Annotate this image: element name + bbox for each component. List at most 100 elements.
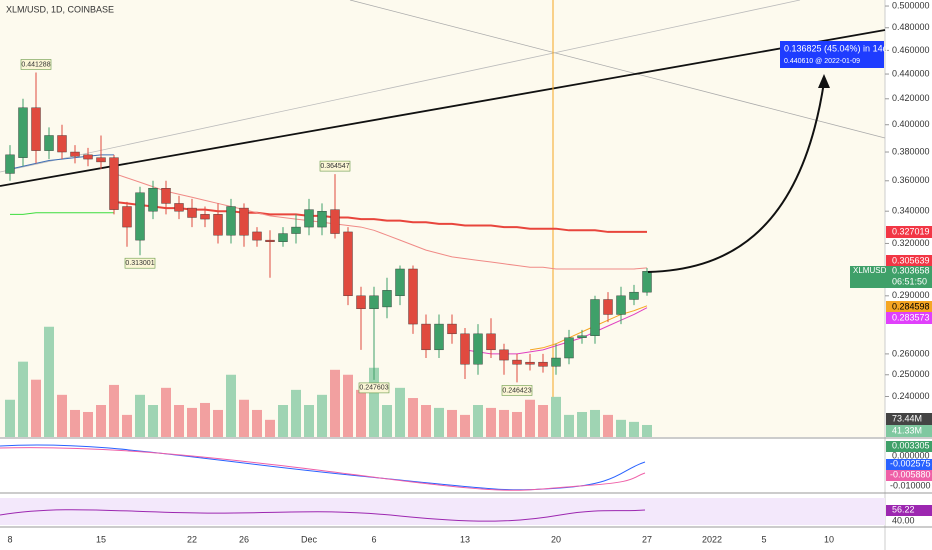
- candle-body: [421, 323, 431, 351]
- candle-body: [57, 135, 67, 153]
- candle-body: [252, 231, 262, 241]
- badge-label: 06:51:50: [892, 276, 927, 286]
- ma-line: [529, 305, 648, 351]
- candle-body: [434, 323, 444, 351]
- volume-bar: [161, 387, 171, 437]
- volume-bar: [5, 399, 15, 437]
- volume-bar: [538, 405, 548, 437]
- badge: [886, 301, 932, 313]
- volume-bar: [408, 398, 418, 437]
- x-tick-label: 27: [642, 534, 652, 544]
- badge-label: -0.005880: [890, 469, 931, 479]
- price-callout-label: 0.364547: [320, 163, 349, 170]
- badge: [886, 459, 932, 470]
- price-callout: [124, 257, 156, 269]
- volume-bar: [265, 419, 275, 437]
- volume-bar: [616, 419, 626, 437]
- badge-label: 73.44M: [892, 413, 922, 423]
- axis-label: 0.000000: [892, 450, 930, 460]
- arrow-head: [818, 74, 830, 88]
- y-tick-label: 0.290000: [892, 290, 930, 300]
- badge-label: 0.327019: [892, 226, 930, 236]
- x-tick-label: 8: [7, 534, 12, 544]
- candle-body: [551, 357, 561, 367]
- volume-bar: [421, 405, 431, 437]
- volume-bar: [109, 384, 119, 437]
- candle-body: [18, 107, 28, 158]
- volume-bar: [473, 405, 483, 437]
- volume-bar: [356, 389, 366, 437]
- volume-bar: [304, 405, 314, 437]
- candle-body: [382, 290, 392, 308]
- price-callout: [319, 160, 351, 172]
- chart-title: XLM/USD, 1D, COINBASE: [6, 4, 114, 14]
- candle-body: [499, 349, 509, 361]
- candle-body: [603, 299, 613, 315]
- candle-body: [239, 207, 249, 236]
- volume-bar: [317, 394, 327, 437]
- y-tick-label: 0.320000: [892, 238, 930, 248]
- volume-bar: [564, 414, 574, 437]
- candle-body: [70, 151, 80, 157]
- badge-label: 0.283573: [892, 312, 930, 322]
- candle-body: [278, 233, 288, 242]
- candle-body: [187, 207, 197, 218]
- candle-body: [148, 188, 158, 212]
- candle-body: [629, 291, 639, 300]
- candle-body: [226, 206, 236, 236]
- badge-label: 56.22: [892, 504, 915, 514]
- candle-body: [616, 295, 626, 315]
- badge-label: 0.003305: [892, 440, 930, 450]
- y-tick-label: 0.400000: [892, 119, 930, 129]
- candle-body: [83, 154, 93, 160]
- projection-text: 0.136825 (45.04%) in 14d: [784, 43, 888, 53]
- badge: [886, 226, 932, 238]
- badge: [850, 266, 932, 288]
- candle-body: [291, 226, 301, 234]
- candle-body: [109, 157, 119, 210]
- candle-body: [577, 335, 587, 338]
- candle-body: [447, 323, 457, 335]
- badge-label: XLMUSD: [853, 266, 887, 275]
- badge: [886, 470, 932, 481]
- x-tick-label: 20: [551, 534, 561, 544]
- candle-body: [135, 192, 145, 241]
- candle-body: [538, 361, 548, 367]
- y-tick-label: 0.340000: [892, 206, 930, 216]
- volume-bar: [460, 414, 470, 437]
- candle-body: [96, 157, 106, 163]
- volume-bar: [603, 414, 613, 437]
- x-tick-label: 10: [824, 534, 834, 544]
- candle-body: [525, 361, 535, 365]
- price-callout-label: 0.246423: [502, 387, 531, 394]
- macd-line: [0, 444, 646, 491]
- badge: [886, 505, 932, 516]
- volume-bar: [31, 379, 41, 437]
- y-tick-label: 0.260000: [892, 348, 930, 358]
- badge-label: -0.002575: [890, 458, 931, 468]
- badge: [886, 413, 932, 425]
- volume-bar: [187, 407, 197, 437]
- volume-bar: [226, 374, 236, 437]
- volume-bar: [44, 326, 54, 437]
- volume-bar: [434, 407, 444, 437]
- x-tick-label: 22: [187, 534, 197, 544]
- x-tick-label: 13: [460, 534, 470, 544]
- rsi-line: [0, 509, 646, 522]
- y-tick-label: 0.360000: [892, 175, 930, 185]
- y-tick-label: 0.420000: [892, 93, 930, 103]
- volume-bar: [330, 369, 340, 437]
- y-tick-label: 0.380000: [892, 146, 930, 156]
- y-tick-label: 0.440000: [892, 68, 930, 78]
- signal-line: [0, 447, 646, 491]
- volume-bar: [291, 389, 301, 437]
- volume-bar: [551, 396, 561, 437]
- candle-body: [343, 231, 353, 297]
- y-tick-label: 0.500000: [892, 0, 930, 10]
- volume-bar: [122, 414, 132, 437]
- candle-body: [590, 299, 600, 337]
- volume-bar: [135, 394, 145, 437]
- x-tick-label: Dec: [301, 534, 318, 544]
